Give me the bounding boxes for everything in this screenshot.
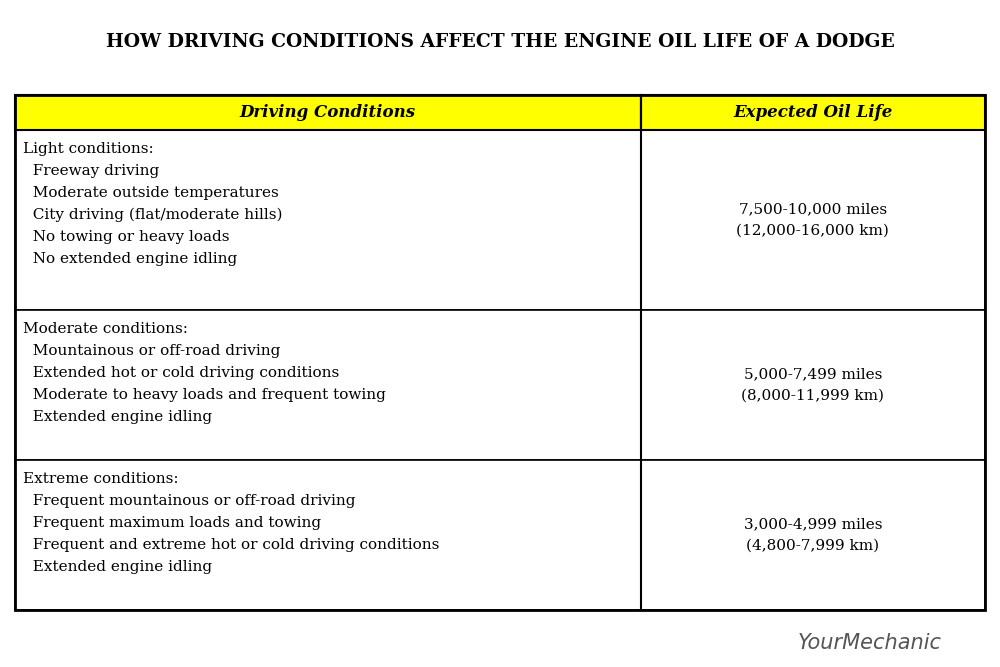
- Text: HOW DRIVING CONDITIONS AFFECT THE ENGINE OIL LIFE OF A DODGE: HOW DRIVING CONDITIONS AFFECT THE ENGINE…: [106, 33, 894, 51]
- Text: Extreme conditions:: Extreme conditions:: [23, 472, 179, 486]
- Bar: [641, 460, 985, 610]
- Bar: [15, 95, 985, 610]
- Text: Moderate to heavy loads and frequent towing: Moderate to heavy loads and frequent tow…: [23, 388, 386, 402]
- Bar: [641, 130, 985, 310]
- Text: (4,800-7,999 km): (4,800-7,999 km): [746, 539, 879, 553]
- Bar: [15, 460, 641, 610]
- Bar: [641, 95, 985, 130]
- Text: (8,000-11,999 km): (8,000-11,999 km): [741, 389, 884, 403]
- Text: Freeway driving: Freeway driving: [23, 164, 159, 178]
- Bar: [15, 130, 641, 310]
- Bar: [15, 310, 641, 460]
- Text: Extended engine idling: Extended engine idling: [23, 560, 212, 574]
- Text: Moderate conditions:: Moderate conditions:: [23, 322, 188, 336]
- Text: Driving Conditions: Driving Conditions: [240, 104, 416, 121]
- Text: Frequent maximum loads and towing: Frequent maximum loads and towing: [23, 516, 321, 530]
- Text: Expected Oil Life: Expected Oil Life: [733, 104, 893, 121]
- Text: 7,500-10,000 miles: 7,500-10,000 miles: [739, 202, 887, 216]
- Text: Light conditions:: Light conditions:: [23, 142, 154, 156]
- Text: Extended hot or cold driving conditions: Extended hot or cold driving conditions: [23, 366, 339, 380]
- Text: Extended engine idling: Extended engine idling: [23, 410, 212, 424]
- Text: 3,000-4,999 miles: 3,000-4,999 miles: [744, 517, 882, 531]
- Bar: [641, 310, 985, 460]
- Text: City driving (flat/moderate hills): City driving (flat/moderate hills): [23, 208, 283, 222]
- Text: No towing or heavy loads: No towing or heavy loads: [23, 230, 230, 244]
- Text: YourMechanic: YourMechanic: [798, 633, 942, 653]
- Bar: [15, 95, 641, 130]
- Text: Moderate outside temperatures: Moderate outside temperatures: [23, 186, 279, 200]
- Text: (12,000-16,000 km): (12,000-16,000 km): [736, 224, 889, 238]
- Text: Frequent mountainous or off-road driving: Frequent mountainous or off-road driving: [23, 494, 356, 508]
- Text: 5,000-7,499 miles: 5,000-7,499 miles: [744, 367, 882, 381]
- Text: No extended engine idling: No extended engine idling: [23, 252, 237, 266]
- Text: Frequent and extreme hot or cold driving conditions: Frequent and extreme hot or cold driving…: [23, 538, 439, 552]
- Text: Mountainous or off-road driving: Mountainous or off-road driving: [23, 344, 280, 358]
